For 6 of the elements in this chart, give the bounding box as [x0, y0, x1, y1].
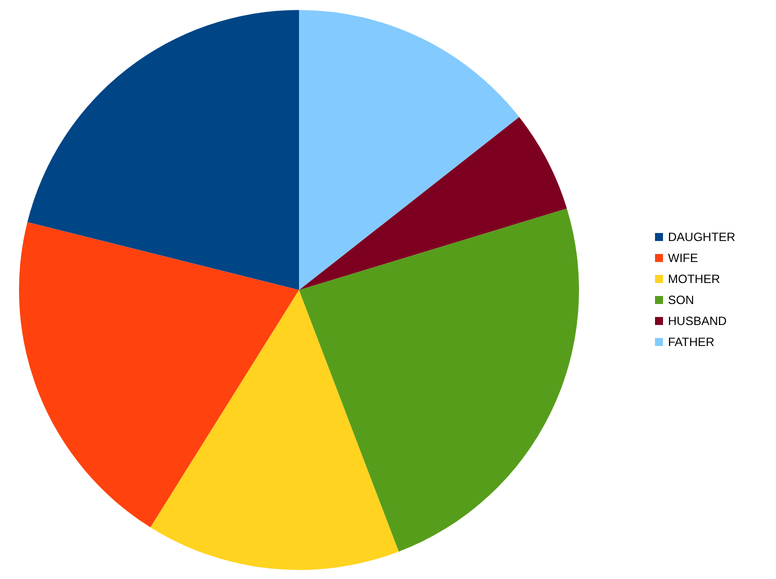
legend-label: HUSBAND [668, 314, 728, 328]
legend-label: DAUGHTER [668, 230, 736, 244]
legend-label: MOTHER [668, 272, 720, 286]
legend-label: WIFE [668, 251, 698, 265]
legend-label: SON [668, 293, 694, 307]
legend-label: FATHER [668, 335, 715, 349]
